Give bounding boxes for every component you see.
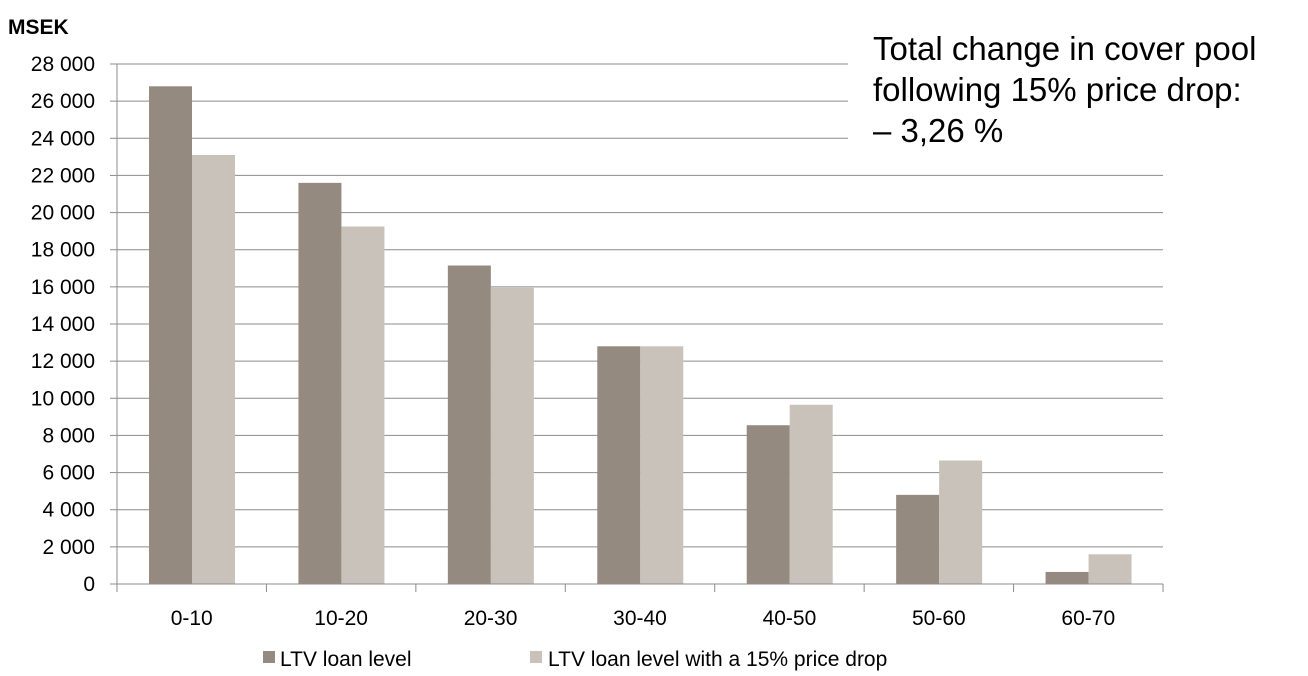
legend-label-series-1: LTV loan level xyxy=(280,648,412,671)
x-tick-label: 30-40 xyxy=(613,607,667,630)
bar-series-1 xyxy=(597,346,641,584)
y-tick-label: 4 000 xyxy=(42,499,95,522)
annotation-line-1: Total change in cover pool xyxy=(873,30,1256,67)
bar-series-2 xyxy=(640,346,684,584)
axes: 0 2 000 4 000 6 000 8 000 10 000 12 000 14 000 1… xyxy=(31,53,1164,630)
y-axis-unit-label: MSEK xyxy=(8,16,69,39)
bars xyxy=(149,86,1132,585)
bar-series-1 xyxy=(896,494,940,584)
annotation-text: Total change in cover pool following 15%… xyxy=(873,30,1266,149)
legend: LTV loan level LTV loan level with a 15%… xyxy=(263,648,887,671)
y-tick-label: 18 000 xyxy=(31,239,95,262)
bar-series-2 xyxy=(490,287,534,584)
legend-label-series-2: LTV loan level with a 15% price drop xyxy=(548,648,887,671)
y-tick-label: 2 000 xyxy=(42,536,95,559)
x-tick-label: 20-30 xyxy=(464,607,518,630)
x-tick-label: 0-10 xyxy=(171,607,213,630)
y-tick-label: 12 000 xyxy=(31,350,95,373)
bar-series-1 xyxy=(447,265,491,584)
y-tick-label: 6 000 xyxy=(42,462,95,485)
y-tick-label: 24 000 xyxy=(31,127,95,150)
bar-series-2 xyxy=(341,226,385,584)
bar-series-2 xyxy=(192,155,235,584)
y-tick-label: 0 xyxy=(83,573,95,596)
bar-series-1 xyxy=(149,86,192,585)
y-tick-label: 28 000 xyxy=(31,53,95,76)
bar-series-2 xyxy=(789,404,833,584)
y-tick-label: 16 000 xyxy=(31,276,95,299)
x-tick-label: 40-50 xyxy=(763,607,817,630)
bar-series-1 xyxy=(298,182,342,584)
y-tick-label: 10 000 xyxy=(31,387,95,410)
annotation-line-3: – 3,26 % xyxy=(873,112,1003,149)
bar-series-1 xyxy=(1045,571,1089,584)
y-tick-label: 14 000 xyxy=(31,313,95,336)
y-tick-label: 22 000 xyxy=(31,164,95,187)
x-tick-label: 50-60 xyxy=(912,607,966,630)
annotation-line-2: following 15% price drop: xyxy=(873,71,1242,108)
legend-swatch-series-1 xyxy=(263,651,275,663)
y-tick-label: 8 000 xyxy=(42,424,95,447)
bar-series-2 xyxy=(939,460,983,584)
legend-swatch-series-2 xyxy=(530,651,542,663)
y-tick-label: 26 000 xyxy=(31,90,95,113)
x-tick-label: 60-70 xyxy=(1061,607,1115,630)
bar-series-1 xyxy=(746,425,790,584)
x-tick-label: 10-20 xyxy=(314,607,368,630)
bar-series-2 xyxy=(1088,554,1132,584)
y-tick-label: 20 000 xyxy=(31,202,95,225)
